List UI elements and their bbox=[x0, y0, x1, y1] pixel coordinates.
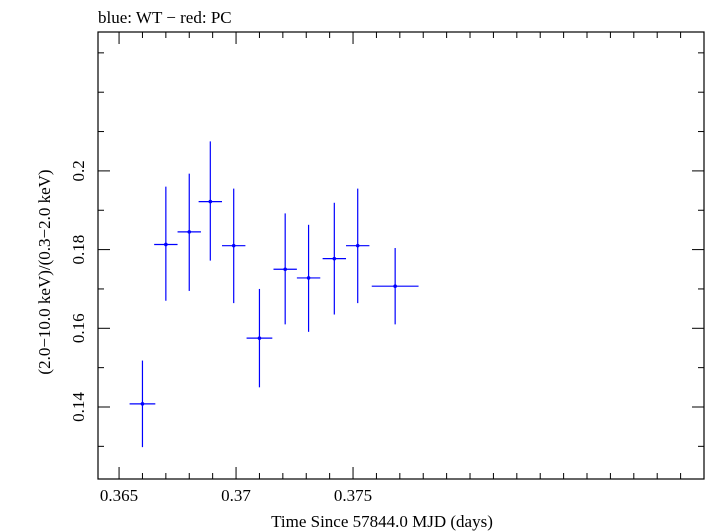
y-tick-label: 0.2 bbox=[69, 160, 88, 181]
y-tick-label: 0.18 bbox=[69, 235, 88, 265]
data-point bbox=[273, 213, 297, 325]
point-marker bbox=[257, 336, 262, 340]
point-marker bbox=[283, 267, 287, 272]
data-point bbox=[296, 224, 321, 332]
point-marker bbox=[332, 256, 337, 261]
point-marker bbox=[355, 243, 360, 248]
x-axis-label: Time Since 57844.0 MJD (days) bbox=[271, 512, 493, 531]
y-axis-label: (2.0−10.0 keV)/(0.3−2.0 keV) bbox=[35, 169, 54, 374]
point-marker bbox=[231, 243, 236, 248]
y-tick-label: 0.14 bbox=[69, 392, 88, 422]
axes: 0.365 0.37 0.375 0.14 0.16 0.18 0.2 bbox=[69, 32, 705, 505]
point-marker bbox=[187, 230, 192, 234]
x-tick-label: 0.37 bbox=[221, 486, 251, 505]
data-point bbox=[346, 188, 370, 304]
data-point bbox=[129, 360, 156, 448]
point-marker bbox=[140, 402, 145, 406]
y-tick-label: 0.16 bbox=[69, 313, 88, 343]
data-point bbox=[246, 288, 273, 388]
data-point bbox=[154, 186, 178, 301]
plot-frame bbox=[97, 31, 705, 480]
data-point bbox=[371, 248, 419, 325]
point-marker bbox=[306, 276, 311, 280]
data-point bbox=[222, 188, 246, 304]
point-marker bbox=[393, 284, 397, 288]
x-tick-label: 0.365 bbox=[100, 486, 138, 505]
chart-title: blue: WT − red: PC bbox=[98, 8, 232, 27]
data-marks bbox=[129, 141, 419, 448]
point-marker bbox=[208, 199, 213, 204]
data-point bbox=[198, 141, 223, 261]
x-tick-label: 0.375 bbox=[334, 486, 372, 505]
data-point bbox=[177, 173, 201, 291]
point-marker bbox=[164, 242, 168, 247]
data-point bbox=[322, 202, 347, 315]
